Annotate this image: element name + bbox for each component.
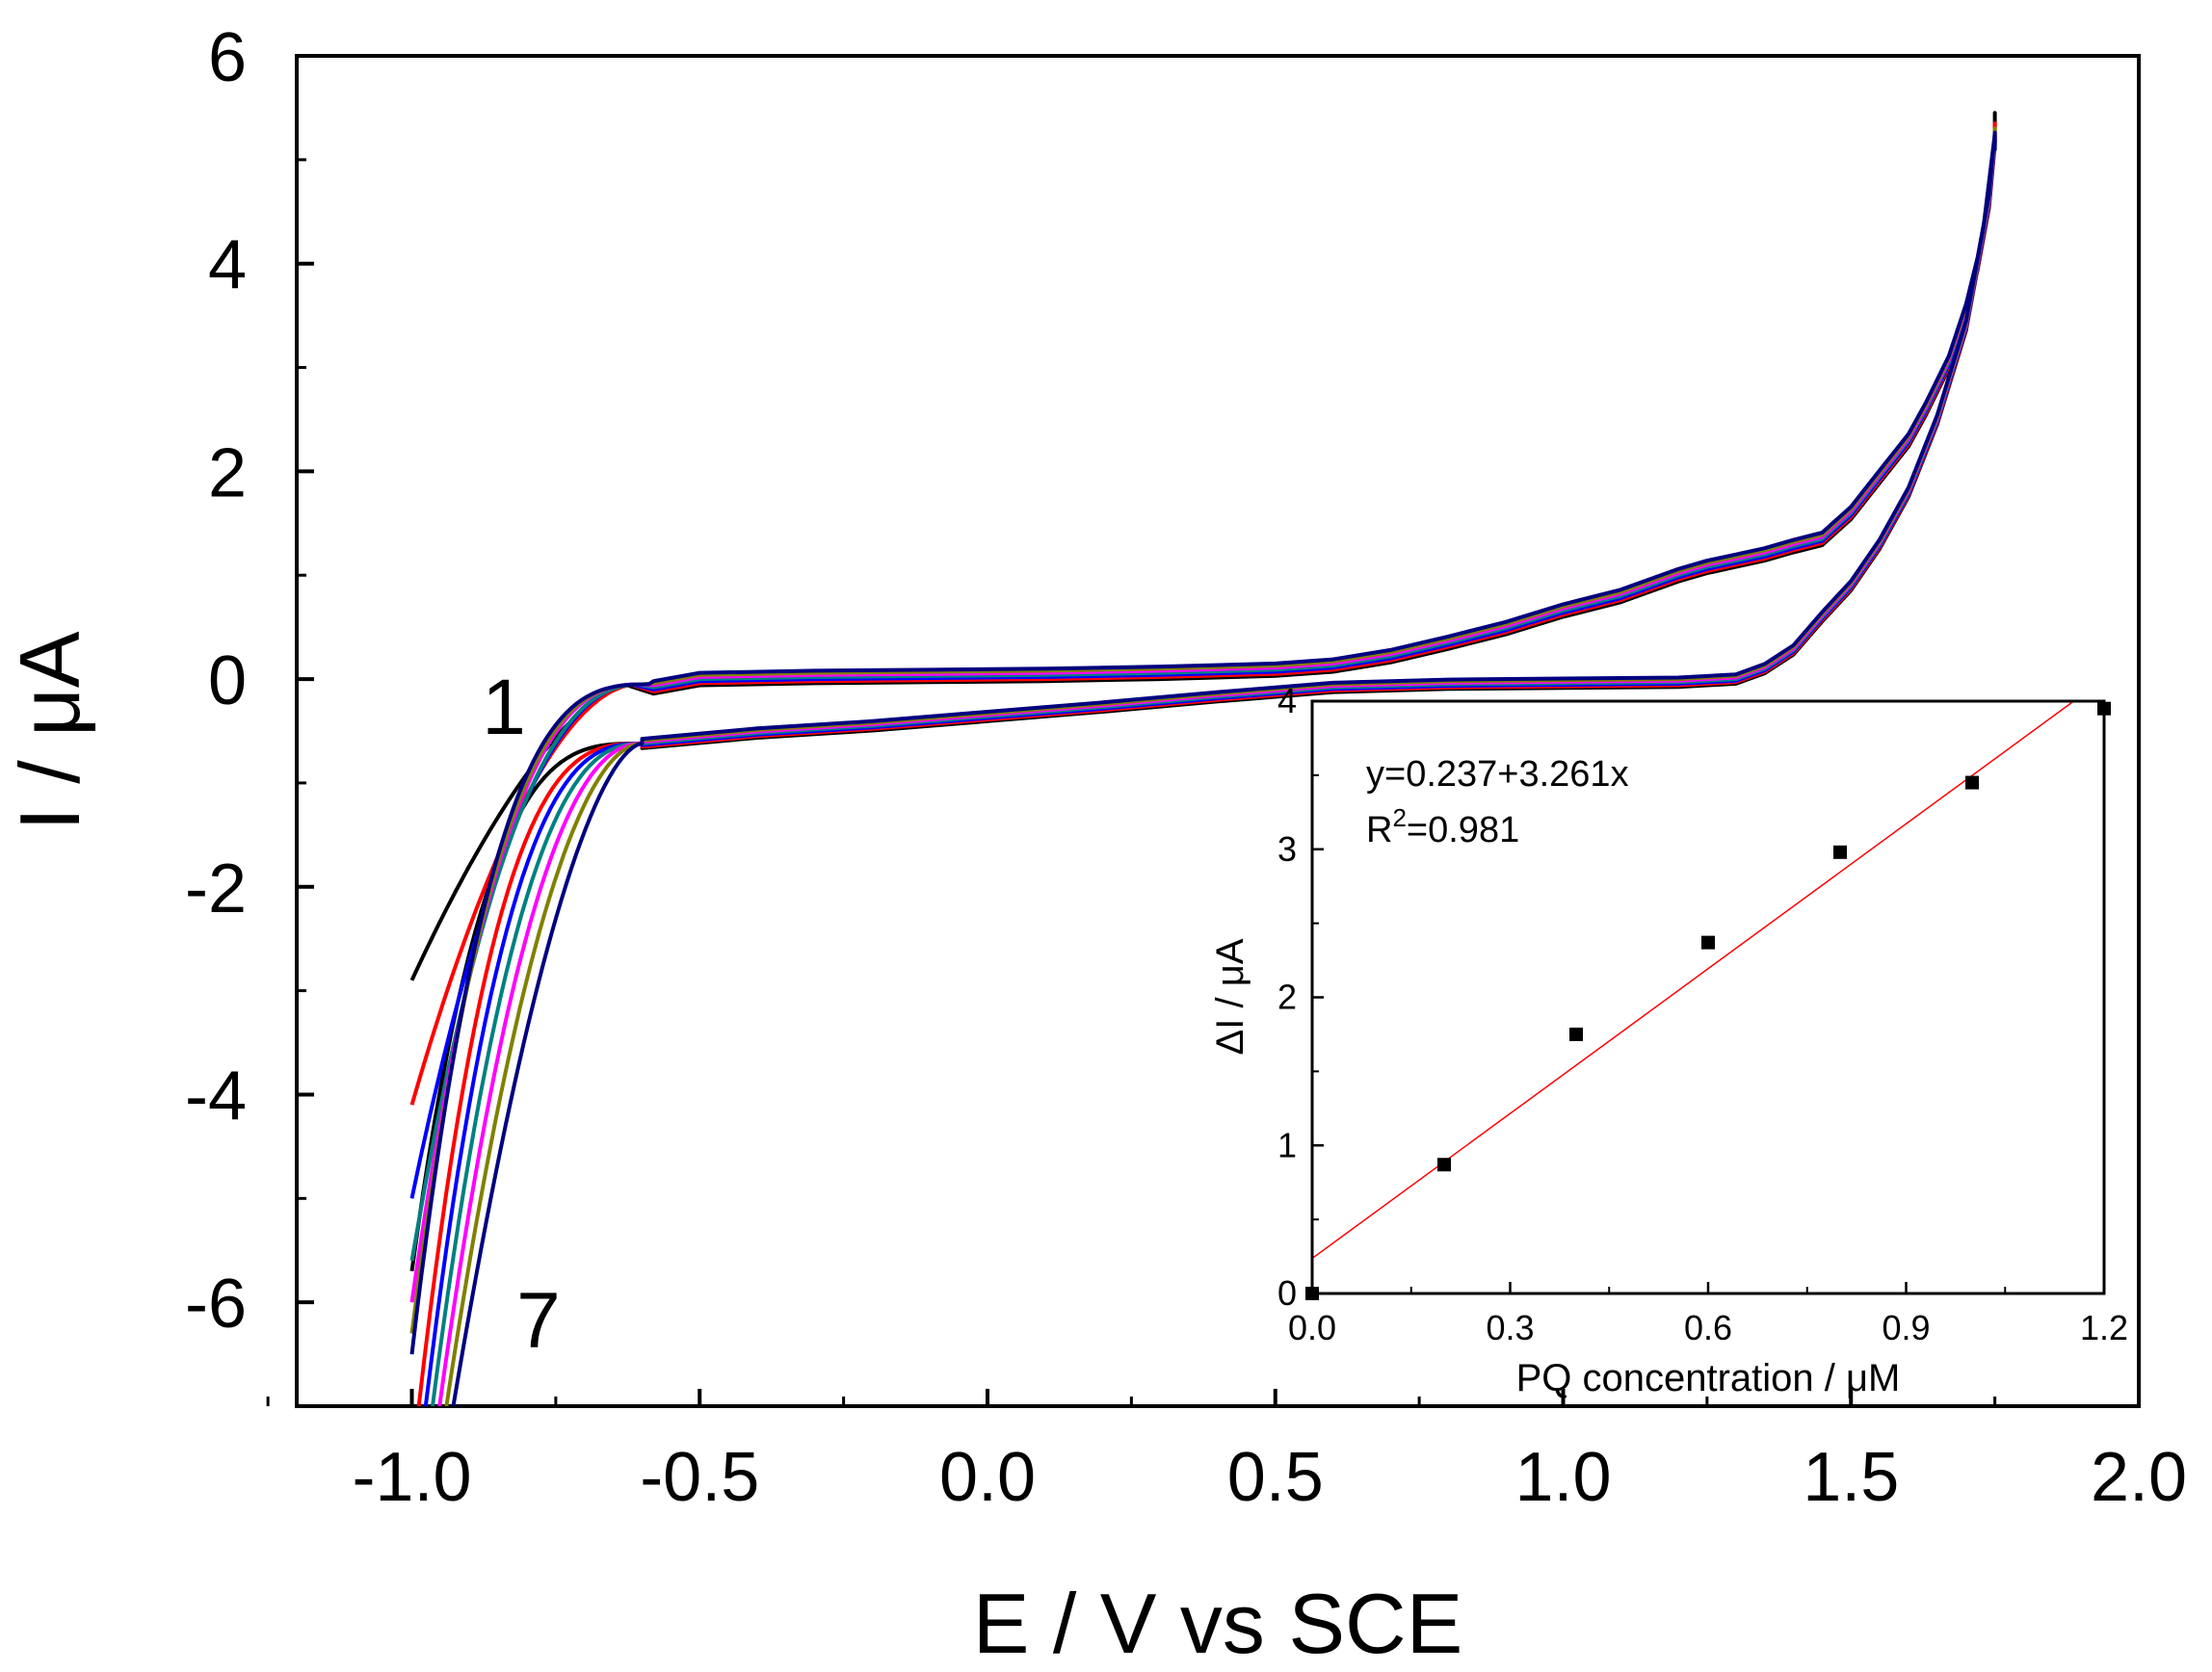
inset-data-point [1701, 935, 1715, 950]
inset-y-axis-title: ΔI / μA [1209, 938, 1251, 1055]
main-y-tick-label: 6 [208, 19, 247, 96]
main-y-axis: -6 -4 -2 0 2 4 6 [185, 19, 314, 1408]
inset-x-axis-title: PQ concentration / μM [1516, 1357, 1901, 1399]
r2-superscript: 2 [1392, 803, 1406, 832]
r2-prefix: R [1366, 810, 1392, 850]
main-y-tick-label: 0 [208, 642, 247, 719]
main-x-tick-label: -0.5 [640, 1439, 759, 1516]
main-y-tick-label: -2 [185, 850, 247, 927]
inset-x-tick-label: 0.6 [1684, 1308, 1732, 1347]
main-y-tick-label: 2 [208, 434, 247, 511]
main-x-tick-label: -1.0 [352, 1439, 471, 1516]
inset-calibration-chart: 0.0 0.3 0.6 0.9 1.2 0 1 2 3 4 PQ concentration /… [1209, 681, 2128, 1399]
cv-curve-7 [409, 130, 1997, 1406]
curve-annotation-first: 1 [482, 664, 526, 751]
inset-y-tick-label: 2 [1277, 978, 1297, 1017]
inset-y-axis: 0 1 2 3 4 [1277, 681, 1324, 1313]
main-plot-frame [295, 54, 2141, 1408]
cv-curves [409, 111, 1997, 1406]
main-y-tick-label: 4 [208, 227, 247, 304]
fit-equation: y=0.237+3.261x [1366, 754, 1629, 795]
inset-data-point [1833, 845, 1847, 859]
inset-background [1312, 701, 2104, 1293]
fit-r-squared: R2=0.981 [1366, 803, 1519, 850]
main-cv-chart: -1.0 -0.5 0.0 0.5 1.0 1.5 2.0 -6 -4 -2 0 2 4 6 E / V… [2, 19, 2187, 1671]
inset-data-point [1965, 775, 1979, 790]
inset-x-axis: 0.0 0.3 0.6 0.9 1.2 [1288, 1282, 2128, 1347]
main-x-tick-label: 1.0 [1514, 1439, 1611, 1516]
main-x-tick-label: 0.5 [1227, 1439, 1324, 1516]
main-x-axis: -1.0 -0.5 0.0 0.5 1.0 1.5 2.0 [266, 1389, 2187, 1516]
curve-annotation-last: 7 [516, 1276, 561, 1364]
inset-y-tick-label: 0 [1277, 1273, 1297, 1313]
main-x-tick-label: 2.0 [2091, 1439, 2187, 1516]
inset-data-point [1437, 1158, 1451, 1172]
main-x-tick-label: 0.0 [939, 1439, 1036, 1516]
main-x-tick-label: 1.5 [1803, 1439, 1899, 1516]
inset-y-tick-label: 3 [1277, 829, 1297, 869]
main-y-tick-label: -4 [185, 1058, 247, 1135]
inset-x-tick-label: 0.9 [1882, 1308, 1930, 1347]
inset-x-tick-label: 0.3 [1486, 1308, 1534, 1347]
inset-y-tick-label: 4 [1277, 681, 1297, 720]
inset-data-point [1569, 1027, 1583, 1041]
inset-y-tick-label: 1 [1277, 1125, 1297, 1164]
inset-x-tick-label: 0.0 [1288, 1308, 1336, 1347]
main-y-tick-label: -6 [185, 1266, 247, 1343]
r2-value: =0.981 [1407, 810, 1519, 850]
main-y-axis-title: I / μA [2, 631, 97, 831]
inset-x-tick-label: 1.2 [2080, 1308, 2128, 1347]
main-x-axis-title: E / V vs SCE [973, 1576, 1463, 1671]
